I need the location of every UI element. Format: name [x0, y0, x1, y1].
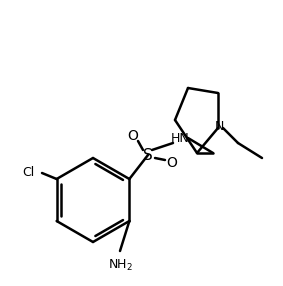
Text: Cl: Cl	[22, 166, 34, 180]
Text: NH$_2$: NH$_2$	[108, 257, 132, 273]
Text: O: O	[167, 156, 177, 170]
Text: N: N	[214, 120, 224, 134]
Text: HN: HN	[171, 132, 189, 144]
Text: O: O	[128, 129, 138, 143]
Text: S: S	[143, 148, 153, 162]
